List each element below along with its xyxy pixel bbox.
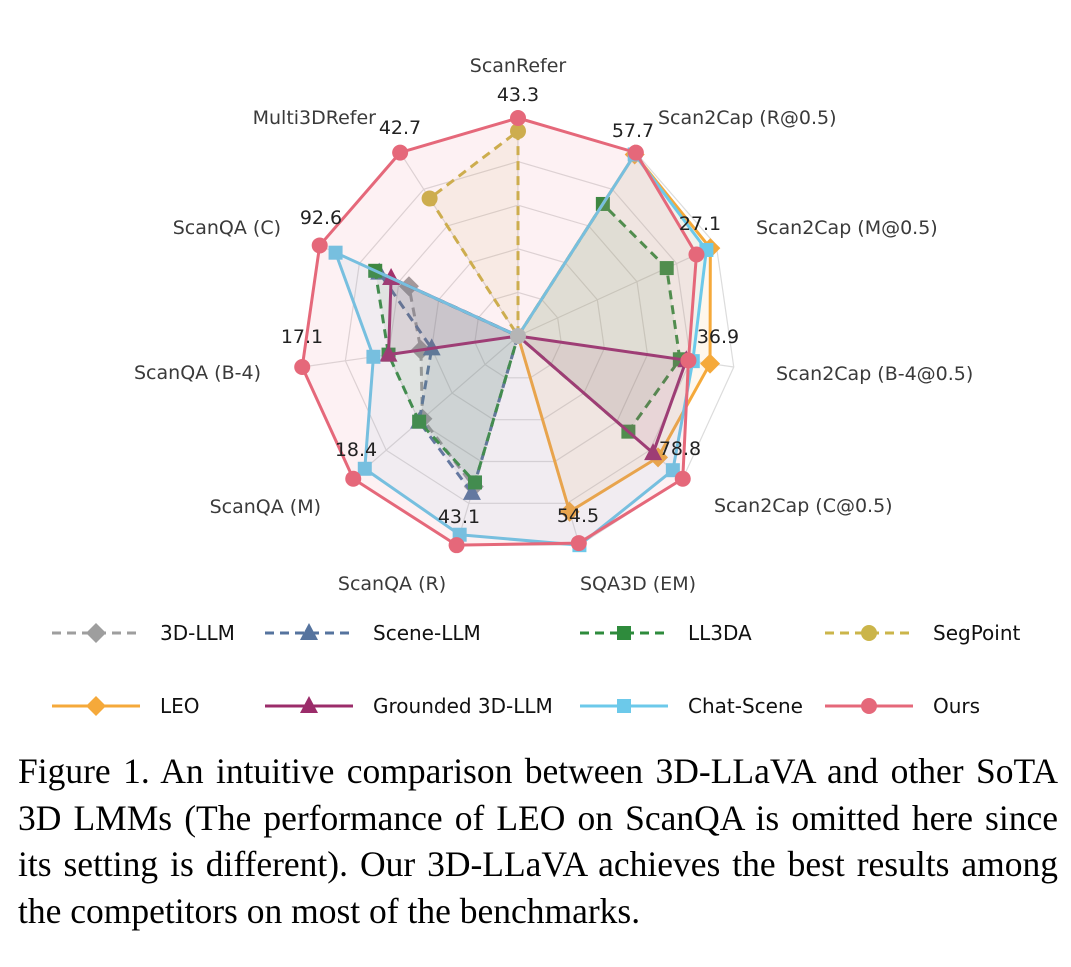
legend-item-3d-llm: 3D-LLM <box>52 621 235 645</box>
legend-label: 3D-LLM <box>160 621 235 645</box>
radar-series <box>294 110 721 554</box>
legend-item-chat-scene: Chat-Scene <box>580 694 803 718</box>
legend-item-leo: LEO <box>52 694 200 718</box>
axis-max-value-scan2cap-m-0-5: 27.1 <box>679 213 721 235</box>
axis-max-value-scan2cap-b-4-0-5: 36.9 <box>697 326 739 348</box>
data-point <box>680 352 697 369</box>
data-point <box>468 475 483 490</box>
axis-max-value-scanqa-r: 43.1 <box>438 506 480 528</box>
grid-ring <box>431 248 605 421</box>
legend-label: Ours <box>933 694 980 718</box>
series-area <box>518 154 711 512</box>
axis-label-multi3drefer: Multi3DRefer <box>253 107 377 129</box>
legend-marker <box>861 698 877 714</box>
data-point <box>659 261 674 276</box>
axis-max-value-multi3drefer: 42.7 <box>379 117 421 139</box>
data-point <box>570 535 587 552</box>
legend-marker <box>617 626 631 640</box>
axis-label-sqa3d-em: SQA3D (EM) <box>580 573 696 595</box>
series-area <box>302 118 697 546</box>
series-ours <box>294 110 705 554</box>
series-area <box>379 272 518 493</box>
data-point <box>345 470 362 487</box>
axis-max-value-scan2cap-c-0-5: 78.8 <box>659 438 701 460</box>
legend-label: Chat-Scene <box>688 694 803 718</box>
series-area <box>388 278 687 454</box>
data-point <box>392 144 409 161</box>
series-segpoint <box>421 123 526 338</box>
grid-ring <box>474 291 562 379</box>
legend-label: Scene-LLM <box>373 621 481 645</box>
axis-label-scanrefer: ScanRefer <box>470 55 567 77</box>
axis-max-value-sqa3d-em: 54.5 <box>557 505 599 527</box>
data-point <box>510 110 526 126</box>
data-point <box>366 349 381 364</box>
axis-max-value-scan2cap-r-0-5: 57.7 <box>612 120 654 142</box>
data-point <box>700 353 721 374</box>
data-point <box>644 443 663 461</box>
radar-chart: ScanRefer 43.3 Scan2Cap (R@0.5)57.7 Scan2Ca… <box>52 55 1021 718</box>
axis-labels: ScanRefer 43.3 Scan2Cap (R@0.5)57.7 Scan2Ca… <box>134 55 973 595</box>
legend-label: LL3DA <box>688 621 752 645</box>
data-point <box>462 482 481 500</box>
data-point <box>379 344 398 362</box>
legend-item-scene-llm: Scene-LLM <box>265 621 481 645</box>
axis-label-scanqa-m: ScanQA (M) <box>210 496 321 518</box>
axis-label-scan2cap-b-4-0-5: Scan2Cap (B-4@0.5) <box>776 363 973 385</box>
data-point <box>674 470 691 487</box>
series-line <box>300 116 698 547</box>
legend-label: SegPoint <box>933 621 1021 645</box>
legend-item-grounded-3d-llm: Grounded 3D-LLM <box>265 694 553 718</box>
legend-label: Grounded 3D-LLM <box>373 694 553 718</box>
series-line <box>428 129 520 338</box>
data-point <box>559 501 580 522</box>
data-point <box>510 123 526 140</box>
data-point <box>627 144 644 161</box>
legend-marker <box>861 625 877 641</box>
data-point <box>448 537 465 554</box>
axis-label-scanqa-c: ScanQA (C) <box>173 217 281 239</box>
legend-item-ll3da: LL3DA <box>580 621 752 645</box>
data-point <box>665 463 680 478</box>
legend-marker <box>86 696 106 716</box>
figure-caption: Figure 1. An intuitive comparison betwee… <box>18 751 1058 931</box>
grid-ring <box>344 160 692 504</box>
legend-item-ours: Ours <box>825 694 980 718</box>
legend: 3D-LLM Scene-LLM LL3DA SegPoint LEO Grounded … <box>52 621 1021 718</box>
legend-item-segpoint: SegPoint <box>825 621 1021 645</box>
center-point <box>510 328 526 344</box>
data-point <box>688 246 705 263</box>
data-point <box>311 237 328 254</box>
legend-marker <box>617 699 631 713</box>
legend-marker <box>86 623 106 643</box>
axis-label-scanqa-b-4: ScanQA (B-4) <box>134 362 261 384</box>
axis-label-scan2cap-m-0-5: Scan2Cap (M@0.5) <box>756 217 938 239</box>
data-point <box>412 414 427 429</box>
legend-marker <box>300 696 318 713</box>
series-area <box>335 154 707 546</box>
axis-label-scan2cap-r-0-5: Scan2Cap (R@0.5) <box>658 107 837 129</box>
series-area <box>408 286 518 487</box>
axis-max-value-scanqa-c: 92.6 <box>300 207 342 229</box>
axis-max-value-scanqa-b-4: 17.1 <box>281 326 323 348</box>
grid-ring <box>387 204 649 463</box>
data-point <box>357 461 372 476</box>
axis-max-value-scanrefer: 43.3 <box>497 84 539 106</box>
data-point <box>294 359 311 376</box>
legend-marker <box>300 623 318 640</box>
grid-spoke <box>352 335 519 480</box>
axis-label-scan2cap-c-0-5: Scan2Cap (C@0.5) <box>714 495 893 517</box>
legend-label: LEO <box>160 694 200 718</box>
grid-spoke <box>517 244 717 337</box>
axis-max-value-scanqa-m: 18.4 <box>335 439 377 461</box>
data-point <box>328 245 343 260</box>
axis-label-scanqa-r: ScanQA (R) <box>338 573 446 595</box>
data-point <box>421 190 438 207</box>
